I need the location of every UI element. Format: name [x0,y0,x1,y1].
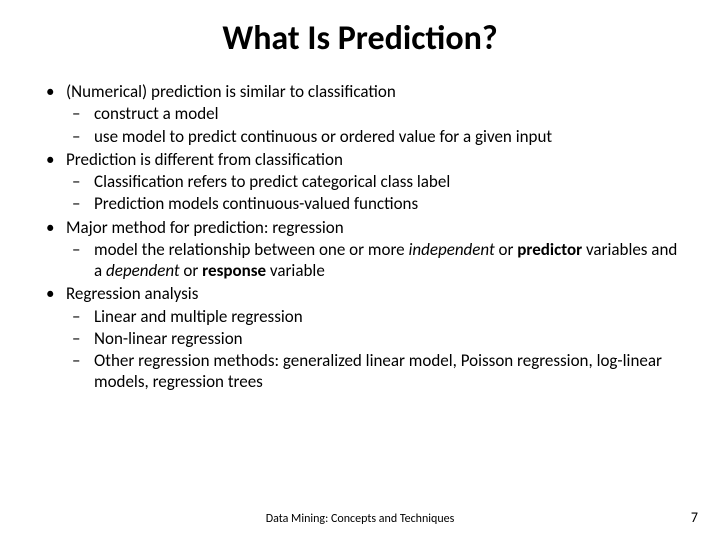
bullet-text: (Numerical) prediction is similar to cla… [66,81,396,102]
text-italic: dependent [106,260,180,281]
bullet-item-3: Major method for prediction: regression … [40,217,680,282]
bullet-list: (Numerical) prediction is similar to cla… [40,81,680,393]
sub-item: Prediction models continuous-valued func… [66,193,680,214]
page-number: 7 [691,509,698,526]
sub-item: Other regression methods: generalized li… [66,350,680,393]
text-italic: independent [408,239,494,260]
slide-body: (Numerical) prediction is similar to cla… [30,81,690,393]
bullet-item-4: Regression analysis Linear and multiple … [40,283,680,392]
sub-item: Classification refers to predict categor… [66,171,680,192]
sub-list: construct a model use model to predict c… [66,103,680,147]
text-run: model the relationship between one or mo… [94,239,408,260]
bullet-item-1: (Numerical) prediction is similar to cla… [40,81,680,147]
sub-item: use model to predict continuous or order… [66,126,680,147]
sub-item: construct a model [66,103,680,124]
sub-list: Linear and multiple regression Non-linea… [66,306,680,393]
slide: What Is Prediction? (Numerical) predicti… [0,0,720,540]
slide-footer: Data Mining: Concepts and Techniques [0,512,720,526]
text-bold: response [202,260,266,281]
bullet-item-2: Prediction is different from classificat… [40,149,680,215]
text-run: or [180,260,203,281]
sub-list: model the relationship between one or mo… [66,239,680,282]
sub-item: Non-linear regression [66,328,680,349]
text-bold: predictor [517,239,582,260]
bullet-text: Prediction is different from classificat… [66,149,343,170]
text-run: variable [266,260,325,281]
sub-list: Classification refers to predict categor… [66,171,680,215]
bullet-text: Regression analysis [66,283,198,304]
slide-title: What Is Prediction? [30,18,690,59]
text-run: or [495,239,518,260]
sub-item: model the relationship between one or mo… [66,239,680,282]
sub-item: Linear and multiple regression [66,306,680,327]
bullet-text: Major method for prediction: regression [66,217,344,238]
